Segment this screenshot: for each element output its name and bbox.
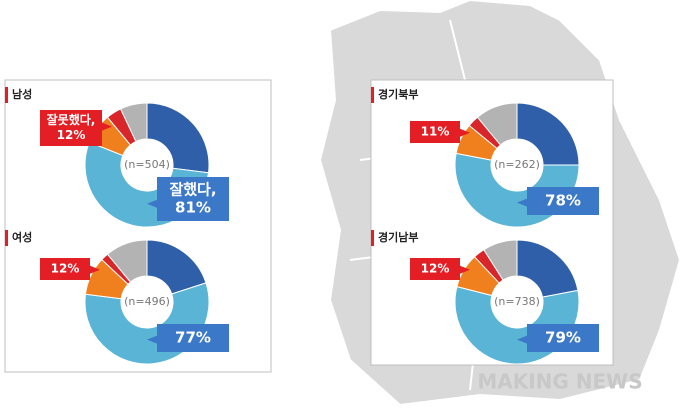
good-label: 79% bbox=[545, 329, 581, 347]
panel-title-bar bbox=[371, 230, 374, 246]
sample-size: (n=504) bbox=[124, 158, 170, 171]
sample-size: (n=262) bbox=[494, 158, 540, 171]
panel-title: 남성 bbox=[12, 87, 32, 101]
watermark: MAKING NEWS bbox=[477, 370, 642, 394]
panel-title-bar bbox=[5, 87, 8, 103]
panel-title: 경기북부 bbox=[378, 87, 418, 101]
bad-callout bbox=[40, 110, 112, 146]
bad-label: 12% bbox=[57, 128, 86, 142]
donut-segment bbox=[119, 102, 148, 143]
bad-callout bbox=[410, 258, 470, 280]
good-callout bbox=[517, 324, 599, 352]
good-label: 81% bbox=[175, 199, 211, 217]
bad-label: 12% bbox=[51, 262, 80, 276]
bad-callout bbox=[40, 258, 100, 280]
bad-label: 12% bbox=[421, 262, 450, 276]
donut-segment bbox=[483, 239, 518, 281]
good-label: 78% bbox=[545, 192, 581, 210]
panel-title-bar bbox=[371, 87, 374, 103]
panel-title-bar bbox=[5, 230, 8, 246]
bad-label: 11% bbox=[421, 125, 450, 139]
panel-title: 여성 bbox=[12, 230, 32, 244]
donut-segment bbox=[146, 102, 210, 174]
sample-size: (n=738) bbox=[494, 295, 540, 308]
good-callout bbox=[147, 177, 229, 221]
good-label: 77% bbox=[175, 329, 211, 347]
bad-callout bbox=[410, 121, 470, 143]
good-label: 잘했다, bbox=[169, 181, 216, 199]
good-callout bbox=[147, 324, 229, 352]
donut-segment bbox=[476, 102, 518, 146]
sample-size: (n=496) bbox=[124, 295, 170, 308]
bad-label: 잘못했다, bbox=[47, 112, 96, 127]
donut-segment bbox=[106, 239, 148, 283]
panel-title: 경기남부 bbox=[378, 230, 418, 244]
donut-segment bbox=[516, 239, 579, 298]
donut-segment bbox=[516, 102, 580, 166]
good-callout bbox=[517, 187, 599, 215]
